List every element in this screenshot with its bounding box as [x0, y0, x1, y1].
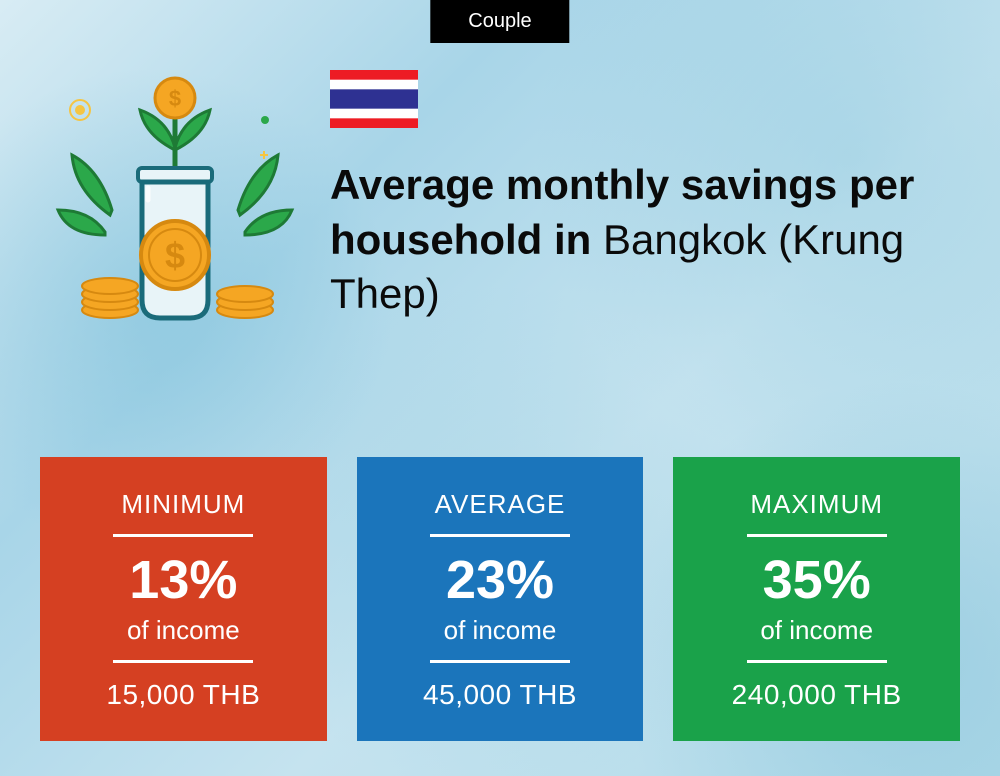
card-percent: 13% — [129, 553, 237, 607]
card-average: AVERAGE 23% of income 45,000 THB — [357, 457, 644, 741]
card-amount: 15,000 THB — [106, 679, 260, 711]
category-badge: Couple — [430, 0, 569, 43]
thailand-flag-icon — [330, 70, 418, 128]
divider — [747, 660, 887, 663]
divider — [430, 660, 570, 663]
card-label: MAXIMUM — [750, 489, 883, 520]
card-sub: of income — [127, 615, 240, 646]
page-title: Average monthly savings per household in… — [330, 158, 950, 322]
card-maximum: MAXIMUM 35% of income 240,000 THB — [673, 457, 960, 741]
card-label: AVERAGE — [435, 489, 566, 520]
divider — [113, 660, 253, 663]
card-amount: 45,000 THB — [423, 679, 577, 711]
card-percent: 23% — [446, 553, 554, 607]
svg-text:$: $ — [165, 235, 185, 276]
card-label: MINIMUM — [121, 489, 245, 520]
title-block: Average monthly savings per household in… — [330, 60, 950, 322]
card-sub: of income — [444, 615, 557, 646]
coin-stack-left — [82, 278, 138, 318]
card-amount: 240,000 THB — [732, 679, 902, 711]
card-percent: 35% — [763, 553, 871, 607]
coin-stack-right — [217, 286, 273, 318]
divider — [430, 534, 570, 537]
divider — [747, 534, 887, 537]
card-minimum: MINIMUM 13% of income 15,000 THB — [40, 457, 327, 741]
card-sub: of income — [760, 615, 873, 646]
divider — [113, 534, 253, 537]
savings-jar-illustration: $ $ — [50, 60, 300, 330]
stat-cards: MINIMUM 13% of income 15,000 THB AVERAGE… — [40, 457, 960, 741]
header: $ $ — [50, 60, 950, 330]
svg-text:$: $ — [169, 86, 181, 111]
